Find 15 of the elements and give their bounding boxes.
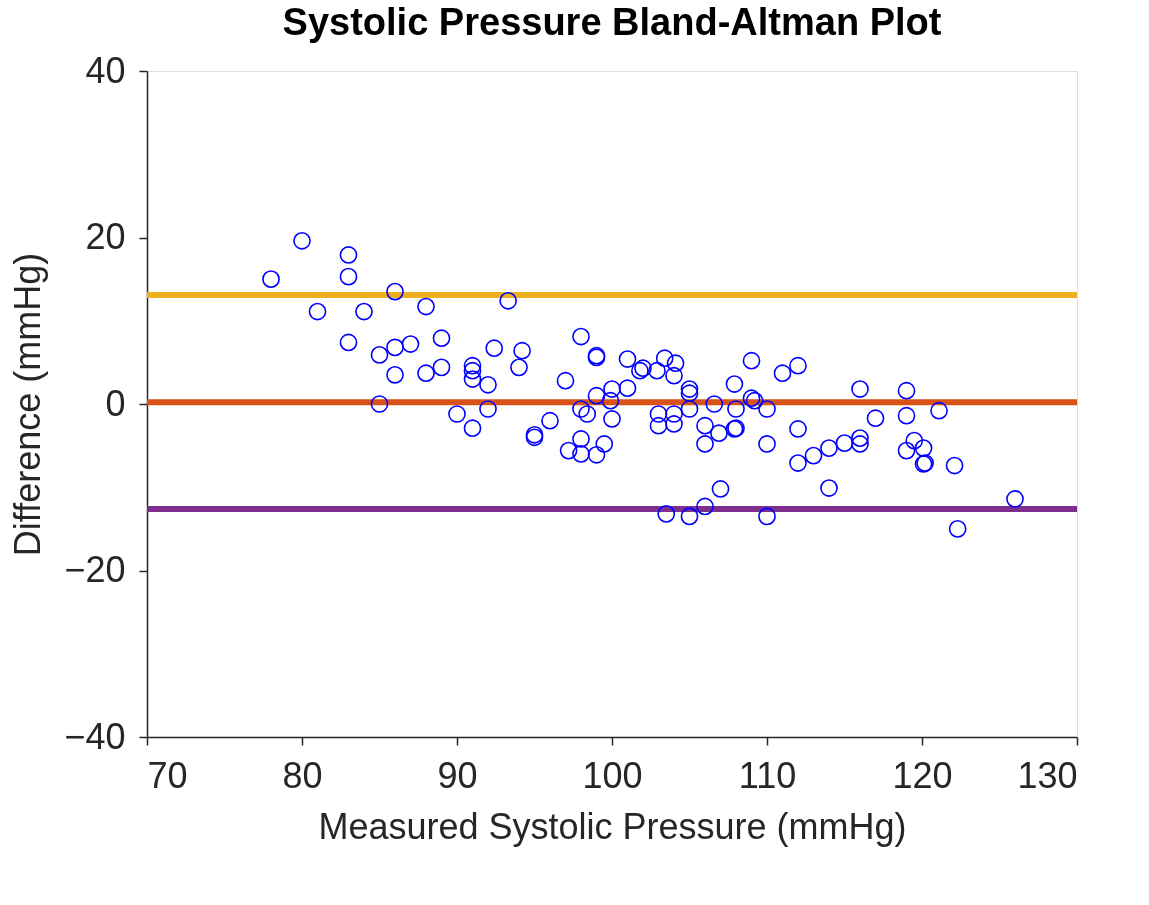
x-axis-title: Measured Systolic Pressure (mmHg) — [318, 805, 907, 847]
x-tick-label: 70 — [147, 754, 188, 796]
y-axis-title: Difference (mmHg) — [7, 252, 49, 557]
x-tick-label: 80 — [282, 754, 323, 796]
x-tick-label: 120 — [892, 754, 953, 796]
y-tick-label: 0 — [105, 382, 126, 424]
x-tick-label: 110 — [738, 754, 797, 796]
x-tick-label: 130 — [1017, 754, 1078, 796]
chart-title: Systolic Pressure Bland-Altman Plot — [282, 1, 942, 43]
y-tick-label: −20 — [64, 549, 126, 590]
y-tick-label: −40 — [64, 715, 126, 757]
y-tick-label: 20 — [85, 216, 126, 257]
x-tick-label: 90 — [437, 754, 478, 796]
x-tick-label: 100 — [582, 754, 643, 796]
y-tick-label: 40 — [85, 49, 126, 91]
